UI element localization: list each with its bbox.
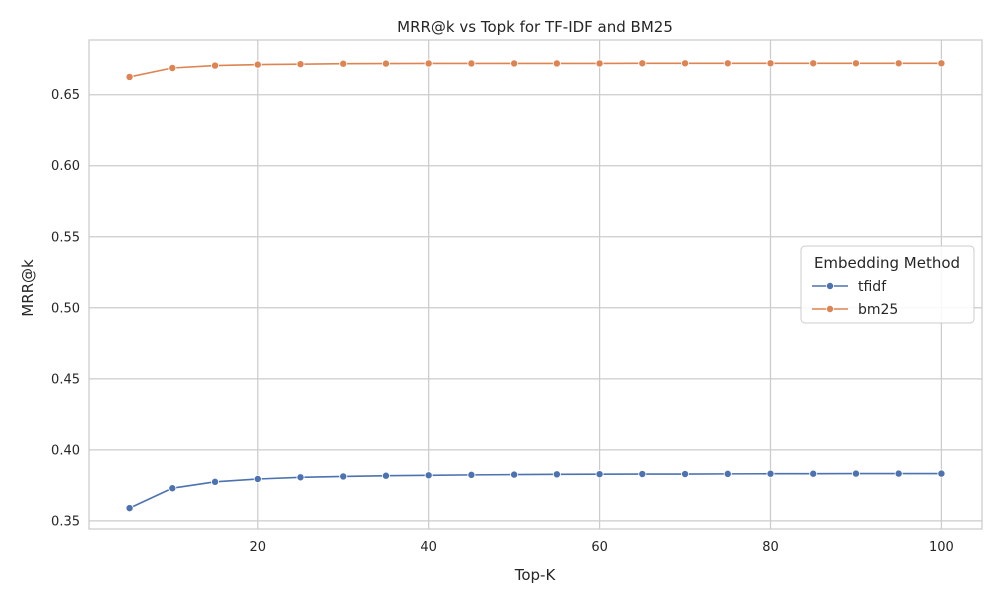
y-tick-label: 0.50 [51, 301, 80, 316]
data-point-bm25 [125, 72, 134, 81]
data-point-bm25 [467, 59, 476, 68]
x-axis-label: Top-K [514, 566, 557, 584]
chart-title: MRR@k vs Topk for TF-IDF and BM25 [397, 18, 673, 36]
data-point-tfidf [296, 473, 305, 482]
x-tick-label: 40 [420, 540, 437, 555]
data-point-bm25 [510, 59, 519, 68]
data-point-tfidf [723, 469, 732, 478]
data-point-bm25 [681, 59, 690, 68]
data-point-bm25 [595, 59, 604, 68]
legend-label: tfidf [858, 279, 887, 295]
legend-item-tfidf: tfidf [812, 279, 887, 295]
data-point-bm25 [723, 59, 732, 68]
data-point-tfidf [809, 469, 818, 478]
data-point-tfidf [894, 469, 903, 478]
data-point-bm25 [809, 59, 818, 68]
legend-item-bm25: bm25 [812, 302, 898, 318]
y-tick-label: 0.45 [51, 372, 80, 387]
data-point-tfidf [211, 477, 220, 486]
y-tick-label: 0.55 [51, 230, 80, 245]
grid-lines [89, 40, 982, 529]
data-point-tfidf [552, 470, 561, 479]
x-tick-label: 60 [591, 540, 608, 555]
data-point-bm25 [638, 59, 647, 68]
data-point-tfidf [937, 469, 946, 478]
data-point-bm25 [937, 59, 946, 68]
series-line-bm25 [129, 62, 942, 78]
x-tick-label: 80 [762, 540, 779, 555]
series-tfidf [125, 469, 946, 513]
x-tick-label: 100 [929, 540, 954, 555]
data-point-tfidf [125, 504, 134, 513]
data-point-bm25 [211, 61, 220, 70]
series-lines [125, 59, 946, 513]
data-point-bm25 [339, 59, 348, 68]
data-point-tfidf [851, 469, 860, 478]
data-point-bm25 [168, 63, 177, 72]
data-point-tfidf [638, 470, 647, 479]
data-point-bm25 [552, 59, 561, 68]
data-point-tfidf [595, 470, 604, 479]
series-line-tfidf [129, 472, 942, 509]
data-point-bm25 [766, 59, 775, 68]
data-point-bm25 [424, 59, 433, 68]
y-axis-label: MRR@k [19, 259, 37, 317]
plot-area-frame [88, 39, 983, 530]
y-tick-label: 0.35 [51, 514, 80, 529]
data-point-bm25 [381, 59, 390, 68]
data-point-tfidf [253, 474, 262, 483]
legend-swatch-marker [826, 281, 835, 290]
data-point-tfidf [381, 471, 390, 480]
data-point-tfidf [510, 470, 519, 479]
data-point-tfidf [339, 472, 348, 481]
legend-label: bm25 [858, 302, 898, 318]
data-point-tfidf [424, 471, 433, 480]
data-point-tfidf [681, 470, 690, 479]
data-point-bm25 [253, 60, 262, 69]
legend-title: Embedding Method [814, 254, 960, 272]
legend: Embedding Method tfidf bm25 [800, 245, 975, 324]
data-point-tfidf [467, 470, 476, 479]
legend-swatch-marker [826, 304, 835, 313]
y-tick-label: 0.65 [51, 88, 80, 103]
data-point-bm25 [851, 59, 860, 68]
legend-items: tfidf bm25 [812, 279, 898, 318]
data-point-bm25 [296, 60, 305, 69]
series-bm25 [125, 59, 946, 81]
legend-box [800, 245, 975, 324]
tick-labels: 20 40 60 80 100 0.35 0.40 0.45 0.50 0.55 0.60 0.65 [51, 88, 954, 555]
data-point-tfidf [766, 469, 775, 478]
data-point-bm25 [894, 59, 903, 68]
data-point-tfidf [168, 484, 177, 493]
y-tick-label: 0.60 [51, 159, 80, 174]
x-tick-label: 20 [249, 540, 266, 555]
y-tick-label: 0.40 [51, 443, 80, 458]
